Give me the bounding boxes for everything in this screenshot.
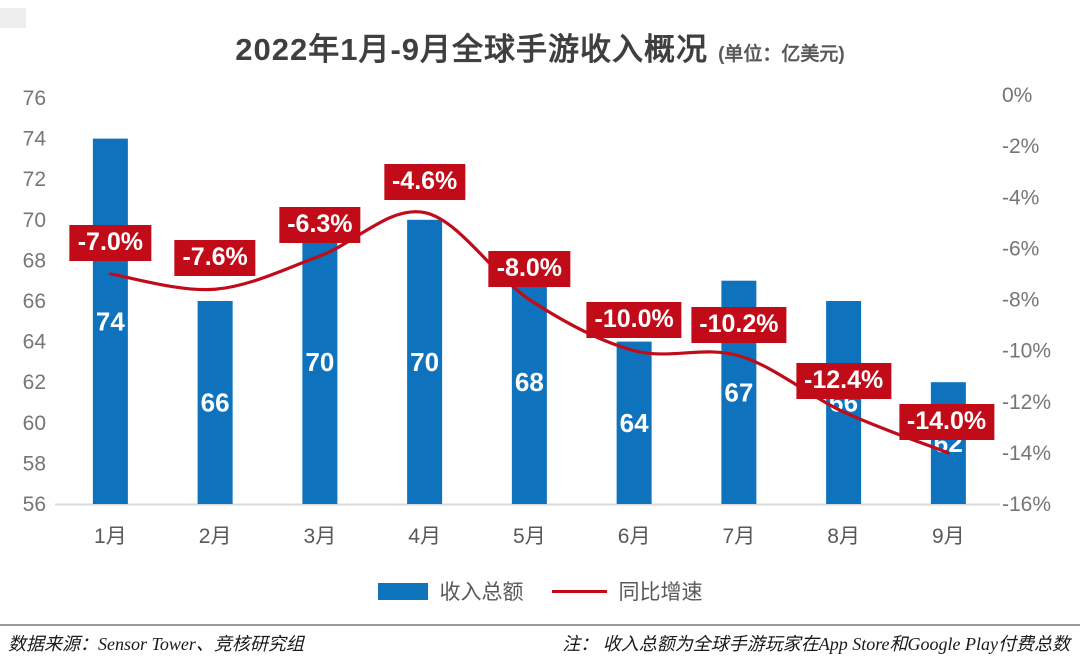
bar-value-label: 70	[305, 347, 334, 377]
legend-item-growth: 同比增速	[551, 576, 703, 606]
left-axis-tick: 64	[23, 331, 47, 354]
footer-bar: 数据来源：Sensor Tower、竞核研究组 注： 收入总额为全球手游玩家在A…	[0, 624, 1080, 662]
left-axis-tick: 58	[23, 452, 46, 475]
x-axis-tick: 1月	[94, 525, 127, 548]
right-axis-tick: -16%	[1002, 493, 1051, 516]
x-axis-tick: 7月	[723, 525, 756, 548]
chart-title: 2022年1月-9月全球手游收入概况 (单位：亿美元)	[0, 24, 1080, 69]
bar-value-label: 67	[724, 377, 753, 407]
left-axis-tick: 68	[23, 249, 46, 272]
bar-value-label: 64	[620, 408, 649, 438]
left-axis-tick: 70	[23, 209, 46, 232]
left-axis-tick: 60	[23, 412, 46, 435]
revenue-bar	[407, 219, 443, 505]
bar-value-label: 74	[96, 306, 125, 336]
right-axis-tick: -10%	[1002, 340, 1051, 363]
title-unit-note: (单位：亿美元)	[718, 44, 845, 65]
left-axis-tick: 72	[23, 168, 46, 191]
right-axis-tick: -2%	[1002, 135, 1039, 158]
x-axis-tick: 8月	[827, 525, 860, 548]
right-axis-tick: -14%	[1002, 442, 1051, 465]
corner-artifact	[0, 8, 26, 28]
x-axis-tick: 5月	[513, 525, 546, 548]
bar-value-label: 66	[201, 388, 230, 418]
left-axis-tick: 66	[23, 290, 46, 313]
left-axis-tick: 76	[23, 87, 46, 110]
legend-line-swatch-icon	[551, 589, 607, 593]
chart-legend: 收入总额 同比增速	[0, 576, 1080, 606]
right-axis-tick: -8%	[1002, 289, 1039, 312]
footnote-text: 注： 收入总额为全球手游玩家在App Store和Google Play付费总数	[562, 634, 1070, 654]
right-axis-tick: 0%	[1002, 84, 1032, 107]
x-axis-tick: 3月	[304, 525, 337, 548]
revenue-bar	[92, 138, 128, 504]
x-axis-tick: 2月	[199, 525, 232, 548]
bar-value-label: 70	[410, 347, 439, 377]
revenue-bar	[302, 219, 338, 505]
legend-bar-label: 收入总额	[439, 581, 524, 604]
left-axis-tick: 62	[23, 371, 46, 394]
legend-item-revenue: 收入总额	[377, 576, 524, 606]
title-text: 2022年1月-9月全球手游收入概况	[235, 32, 709, 67]
x-axis-tick: 6月	[618, 525, 651, 548]
revenue-bar	[616, 341, 652, 504]
data-source-text: 数据来源：Sensor Tower、竞核研究组	[8, 634, 304, 654]
revenue-bar	[197, 301, 233, 504]
bar-value-label: 68	[515, 367, 544, 397]
revenue-bar	[826, 301, 862, 504]
legend-bar-swatch-icon	[377, 582, 428, 600]
x-axis-tick: 4月	[408, 525, 441, 548]
left-axis-tick: 74	[23, 128, 47, 151]
revenue-bar	[930, 382, 966, 504]
right-axis-tick: -4%	[1002, 186, 1039, 209]
right-axis-tick: -12%	[1002, 391, 1051, 414]
legend-line-label: 同比增速	[618, 581, 703, 604]
left-axis-tick: 56	[23, 493, 46, 516]
right-axis-tick: -6%	[1002, 237, 1039, 260]
x-axis-tick: 9月	[932, 525, 965, 548]
